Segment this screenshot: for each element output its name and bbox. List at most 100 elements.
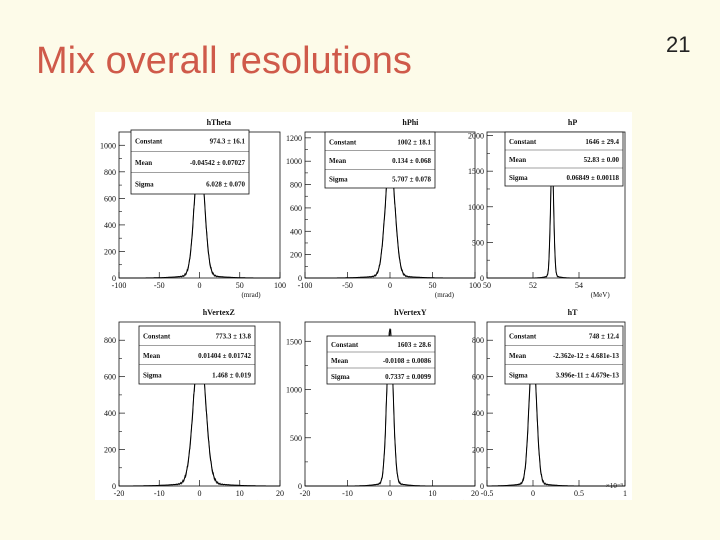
fit-param-value: 0.01404 ± 0.01742 xyxy=(198,352,251,360)
fit-param-label: Constant xyxy=(509,138,537,146)
fit-stats-box: Constant 1603 ± 28.6 Mean -0.0108 ± 0.0086 S… xyxy=(326,335,436,385)
x-tick-label: 0 xyxy=(198,489,202,498)
fit-param-label: Mean xyxy=(331,357,348,365)
y-tick-label: 0 xyxy=(112,274,116,283)
fit-param-value: 1002 ± 18.1 xyxy=(397,138,431,146)
panel-title: hP xyxy=(568,118,577,127)
fit-param-value: 0.134 ± 0.068 xyxy=(392,157,431,165)
panel-title: hVertexZ xyxy=(203,308,235,317)
x-tick-label: -0.5 xyxy=(481,489,494,498)
x-tick-label: 20 xyxy=(471,489,479,498)
plot-frame xyxy=(486,321,626,487)
fit-param-value: 1646 ± 29.4 xyxy=(585,138,619,146)
fit-param-label: Mean xyxy=(509,156,526,164)
y-tick-label: 0 xyxy=(298,482,302,491)
y-tick-label: 800 xyxy=(472,336,484,345)
histogram-panel-hP: hP 0 500 1000 1500 2000 50 52 54 (MeV) Constant 164… xyxy=(468,118,626,299)
x-tick-label: -50 xyxy=(342,281,353,290)
gaussian-fit-curve xyxy=(487,345,625,487)
fit-stats-box: Constant 1646 ± 29.4 Mean 52.83 ± 0.00 Sigma… xyxy=(504,131,624,187)
fit-param-label: Constant xyxy=(143,333,171,341)
fit-param-value: 974.3 ± 16.1 xyxy=(210,138,246,146)
x-tick-label: -50 xyxy=(154,281,165,290)
histogram-panel-hTheta: hTheta 0 200 400 600 800 1000 -100 -50 0 50 100 (mra… xyxy=(100,118,286,299)
page-number: 21 xyxy=(666,32,691,57)
panel-title: hPhi xyxy=(402,118,419,127)
fit-stats-frame xyxy=(138,325,256,385)
fit-param-label: Sigma xyxy=(135,180,154,188)
y-tick-label: 600 xyxy=(104,194,116,203)
y-tick-label: 1000 xyxy=(286,386,302,395)
x-tick-label: 10 xyxy=(429,489,437,498)
histogram-panel-hVertexY: hVertexY 0 500 1000 1500 -20 -10 0 10 20 Y_target … xyxy=(286,308,479,507)
y-tick-label: 400 xyxy=(104,409,116,418)
fit-param-label: Constant xyxy=(509,333,537,341)
x-axis-label: Z_target (mm) xyxy=(231,499,273,500)
y-tick-label: 1000 xyxy=(286,157,302,166)
x-tick-label: -10 xyxy=(342,489,353,498)
fit-param-label: Constant xyxy=(331,341,359,349)
x-tick-label: -20 xyxy=(300,489,311,498)
histogram-figure: hTheta 0 200 400 600 800 1000 -100 -50 0 50 100 (mra… xyxy=(95,112,632,507)
fit-param-label: Mean xyxy=(329,157,346,165)
gaussian-fit-curve xyxy=(487,159,625,279)
x-tick-label: 0 xyxy=(198,281,202,290)
fit-stats-frame xyxy=(504,325,624,385)
x-tick-label: 100 xyxy=(274,281,286,290)
fit-stats-box: Constant 748 ± 12.4 Mean -2.362e-12 ± 4.681… xyxy=(504,325,624,385)
x-tick-label: 52 xyxy=(529,281,537,290)
fit-param-value: 773.3 ± 13.8 xyxy=(216,333,252,341)
gaussian-fit-curve xyxy=(305,328,475,487)
fit-stats-frame xyxy=(504,131,624,187)
fit-param-label: Mean xyxy=(135,159,152,167)
fit-stats-frame xyxy=(130,129,250,195)
x-tick-label: 54 xyxy=(575,281,583,290)
y-tick-label: 400 xyxy=(290,227,302,236)
fit-param-label: Mean xyxy=(143,352,160,360)
y-tick-label: 200 xyxy=(104,247,116,256)
y-tick-label: 800 xyxy=(290,181,302,190)
fit-stats-frame xyxy=(326,335,436,385)
y-tick-label: 1000 xyxy=(468,203,484,212)
y-tick-label: 600 xyxy=(290,204,302,213)
y-tick-label: 500 xyxy=(472,238,484,247)
y-tick-label: 600 xyxy=(472,373,484,382)
x-tick-label: -10 xyxy=(154,489,165,498)
fit-param-value: -2.362e-12 ± 4.681e-13 xyxy=(553,352,620,360)
fit-param-value: 3.996e-11 ± 4.679e-13 xyxy=(556,371,620,379)
x-axis-label: (mrad) xyxy=(241,291,261,299)
fit-param-value: 52.83 ± 0.00 xyxy=(584,156,620,164)
x-tick-label: 0 xyxy=(388,281,392,290)
x-tick-label: 1 xyxy=(623,489,627,498)
fit-stats-box: Constant 974.3 ± 16.1 Mean -0.04542 ± 0.070… xyxy=(130,129,250,195)
y-tick-label: 2000 xyxy=(468,132,484,141)
y-tick-label: 200 xyxy=(472,446,484,455)
x-tick-label: 0.5 xyxy=(574,489,584,498)
y-tick-label: 800 xyxy=(104,168,116,177)
x-tick-label: -100 xyxy=(112,281,127,290)
fit-param-value: -0.04542 ± 0.07027 xyxy=(190,159,246,167)
fit-param-value: 0.7337 ± 0.0099 xyxy=(385,373,431,381)
x-axis-label: Y_target (mm) xyxy=(424,499,466,500)
fit-param-label: Constant xyxy=(329,138,357,146)
fit-param-value: 5.707 ± 0.078 xyxy=(392,176,431,184)
fit-stats-frame xyxy=(324,131,436,189)
x-tick-label: 100 xyxy=(469,281,481,290)
y-tick-label: 200 xyxy=(290,251,302,260)
fit-param-label: Sigma xyxy=(509,174,528,182)
fit-param-label: Sigma xyxy=(509,371,528,379)
fit-stats-box: Constant 1002 ± 18.1 Mean 0.134 ± 0.068 Sigm… xyxy=(324,131,436,189)
histogram-panel-hPhi: hPhi 0 200 400 600 800 1000 1200 -100 -50 0 50 100 (m… xyxy=(286,118,481,299)
fit-param-value: -0.0108 ± 0.0086 xyxy=(383,357,432,365)
y-tick-label: 0 xyxy=(112,482,116,491)
y-tick-label: 1200 xyxy=(286,134,302,143)
y-tick-label: 500 xyxy=(290,434,302,443)
x-tick-label: 50 xyxy=(483,281,491,290)
histogram-panel-hVertexZ: hVertexZ 0 200 400 600 800 -20 -10 0 10 20Z_target… xyxy=(104,308,284,507)
y-tick-label: 600 xyxy=(104,373,116,382)
fit-param-label: Constant xyxy=(135,138,163,146)
y-tick-label: 400 xyxy=(472,409,484,418)
fit-param-value: 6.028 ± 0.070 xyxy=(206,180,245,188)
